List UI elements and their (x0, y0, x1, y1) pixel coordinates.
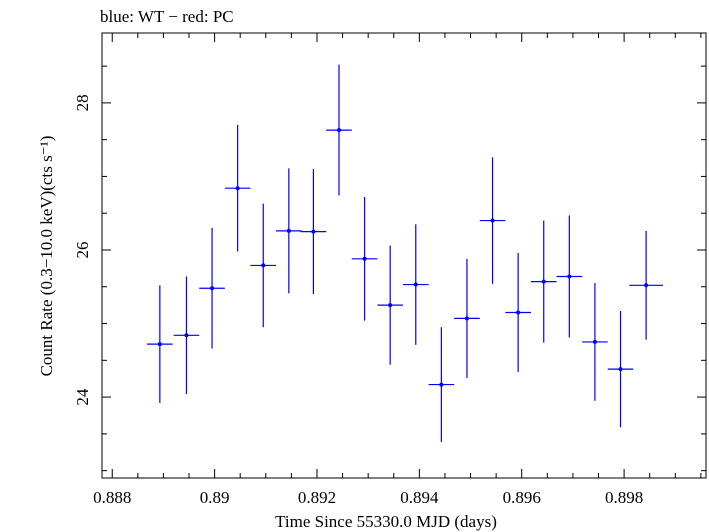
data-marker (541, 279, 546, 284)
data-point (377, 245, 403, 365)
data-point (300, 169, 327, 295)
y-tick-label: 26 (73, 241, 92, 258)
x-tick-label: 0.89 (200, 488, 230, 507)
data-point (479, 157, 506, 284)
data-marker (210, 286, 215, 291)
x-tick-label: 0.898 (605, 488, 643, 507)
x-tick-labels: 0.888 0.89 0.892 0.894 0.896 0.898 (93, 488, 643, 507)
data-point (224, 124, 251, 252)
data-point (199, 227, 225, 349)
data-marker (286, 228, 291, 233)
y-tick-label: 24 (73, 388, 92, 406)
data-marker (464, 316, 469, 321)
data-marker (336, 128, 341, 133)
data-marker (490, 218, 495, 223)
y-tick-label: 28 (73, 94, 92, 111)
data-marker (516, 310, 521, 315)
data-point (276, 168, 302, 294)
data-marker (157, 342, 162, 347)
data-marker (413, 282, 418, 287)
chart-title: blue: WT − red: PC (100, 7, 234, 26)
x-tick-label: 0.896 (503, 488, 541, 507)
y-tick-labels: 24 26 28 (73, 94, 92, 405)
data-point (556, 215, 583, 338)
data-marker (644, 283, 649, 288)
plot-frame (101, 32, 707, 479)
data-point (607, 311, 634, 428)
data-point (428, 327, 455, 442)
data-point (582, 283, 608, 401)
data-point (505, 252, 531, 373)
data-point (173, 276, 200, 395)
x-axis-label: Time Since 55330.0 MJD (days) (275, 512, 497, 531)
data-point (147, 285, 173, 403)
data-point (629, 230, 664, 340)
data-marker (618, 367, 623, 372)
data-point (402, 224, 429, 345)
data-marker (362, 256, 367, 261)
data-marker (235, 186, 240, 191)
data-marker (261, 263, 266, 268)
data-marker (592, 339, 597, 344)
data-point (454, 258, 480, 378)
data-marker (439, 382, 444, 387)
data-marker (388, 303, 393, 308)
data-marker (311, 229, 316, 234)
data-marker (184, 333, 189, 338)
data-point (530, 220, 557, 343)
x-tick-label: 0.892 (298, 488, 336, 507)
data-point (351, 197, 378, 321)
data-point (250, 203, 277, 328)
data-series (147, 64, 664, 442)
data-point (326, 64, 352, 196)
data-marker (567, 274, 572, 279)
axis-ticks (102, 33, 706, 478)
x-tick-label: 0.894 (400, 488, 439, 507)
y-axis-label: Count Rate (0.3−10.0 keV)(cts s⁻¹) (37, 136, 56, 377)
x-tick-label: 0.888 (93, 488, 131, 507)
